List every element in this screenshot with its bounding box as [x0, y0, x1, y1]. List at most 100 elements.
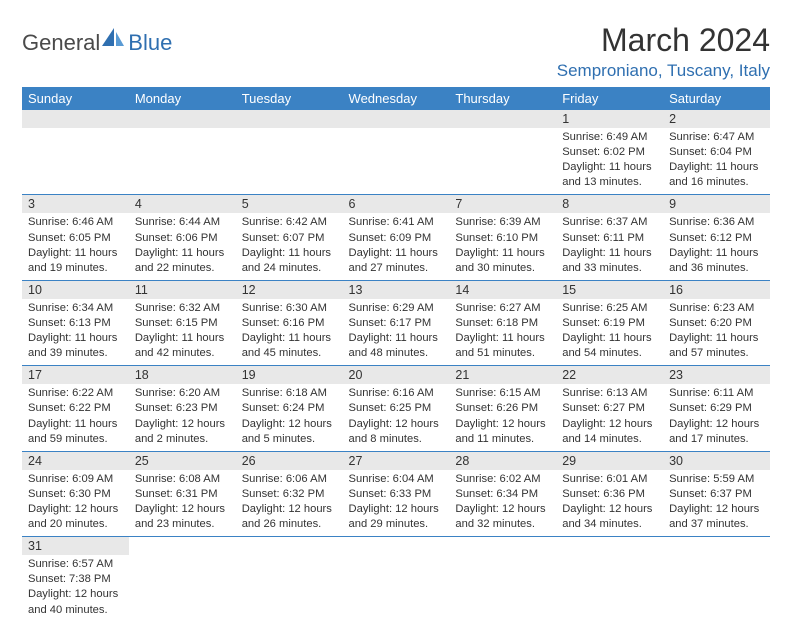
daylight-text: Daylight: 11 hours and 16 minutes. [669, 160, 764, 190]
day-header: Monday [129, 87, 236, 110]
week-number-row: 17181920212223 [22, 366, 770, 385]
day-number-cell [556, 537, 663, 556]
sunset-text: Sunset: 6:06 PM [135, 231, 230, 246]
day-number-cell: 8 [556, 195, 663, 214]
daylight-text: Daylight: 12 hours and 34 minutes. [562, 502, 657, 532]
day-header: Saturday [663, 87, 770, 110]
day-detail-cell: Sunrise: 6:23 AMSunset: 6:20 PMDaylight:… [663, 299, 770, 366]
sunrise-text: Sunrise: 6:42 AM [242, 215, 337, 230]
sunrise-text: Sunrise: 6:20 AM [135, 386, 230, 401]
sunset-text: Sunset: 6:36 PM [562, 487, 657, 502]
sunset-text: Sunset: 6:32 PM [242, 487, 337, 502]
day-header: Tuesday [236, 87, 343, 110]
day-number-cell: 21 [449, 366, 556, 385]
day-number-cell: 17 [22, 366, 129, 385]
day-detail-cell: Sunrise: 6:37 AMSunset: 6:11 PMDaylight:… [556, 213, 663, 280]
day-detail-cell [236, 128, 343, 195]
day-detail-cell: Sunrise: 6:44 AMSunset: 6:06 PMDaylight:… [129, 213, 236, 280]
daylight-text: Daylight: 11 hours and 51 minutes. [455, 331, 550, 361]
sunset-text: Sunset: 6:04 PM [669, 145, 764, 160]
week-detail-row: Sunrise: 6:46 AMSunset: 6:05 PMDaylight:… [22, 213, 770, 280]
sunrise-text: Sunrise: 6:46 AM [28, 215, 123, 230]
sunrise-text: Sunrise: 6:02 AM [455, 472, 550, 487]
daylight-text: Daylight: 11 hours and 13 minutes. [562, 160, 657, 190]
sunset-text: Sunset: 6:26 PM [455, 401, 550, 416]
sunset-text: Sunset: 6:22 PM [28, 401, 123, 416]
day-detail-cell: Sunrise: 6:25 AMSunset: 6:19 PMDaylight:… [556, 299, 663, 366]
week-number-row: 3456789 [22, 195, 770, 214]
day-number-cell: 11 [129, 280, 236, 299]
sunrise-text: Sunrise: 6:34 AM [28, 301, 123, 316]
sunrise-text: Sunrise: 6:37 AM [562, 215, 657, 230]
sunset-text: Sunset: 6:30 PM [28, 487, 123, 502]
sunset-text: Sunset: 6:19 PM [562, 316, 657, 331]
day-number-cell: 9 [663, 195, 770, 214]
sunset-text: Sunset: 6:27 PM [562, 401, 657, 416]
day-detail-cell: Sunrise: 6:02 AMSunset: 6:34 PMDaylight:… [449, 470, 556, 537]
daylight-text: Daylight: 11 hours and 24 minutes. [242, 246, 337, 276]
day-number-cell: 12 [236, 280, 343, 299]
day-detail-cell: Sunrise: 6:32 AMSunset: 6:15 PMDaylight:… [129, 299, 236, 366]
sunset-text: Sunset: 6:11 PM [562, 231, 657, 246]
day-detail-cell: Sunrise: 6:09 AMSunset: 6:30 PMDaylight:… [22, 470, 129, 537]
day-detail-cell: Sunrise: 6:30 AMSunset: 6:16 PMDaylight:… [236, 299, 343, 366]
day-number-cell [343, 110, 450, 128]
day-number-cell: 4 [129, 195, 236, 214]
daylight-text: Daylight: 12 hours and 2 minutes. [135, 417, 230, 447]
sunset-text: Sunset: 6:07 PM [242, 231, 337, 246]
day-detail-cell: Sunrise: 6:15 AMSunset: 6:26 PMDaylight:… [449, 384, 556, 451]
sunrise-text: Sunrise: 5:59 AM [669, 472, 764, 487]
week-number-row: 31 [22, 537, 770, 556]
day-header: Thursday [449, 87, 556, 110]
sunrise-text: Sunrise: 6:11 AM [669, 386, 764, 401]
sunset-text: Sunset: 6:02 PM [562, 145, 657, 160]
day-detail-cell: Sunrise: 6:08 AMSunset: 6:31 PMDaylight:… [129, 470, 236, 537]
week-detail-row: Sunrise: 6:49 AMSunset: 6:02 PMDaylight:… [22, 128, 770, 195]
day-detail-cell: Sunrise: 6:39 AMSunset: 6:10 PMDaylight:… [449, 213, 556, 280]
sunrise-text: Sunrise: 6:36 AM [669, 215, 764, 230]
brand-logo: General Blue [22, 30, 172, 56]
sunset-text: Sunset: 6:17 PM [349, 316, 444, 331]
day-number-cell: 26 [236, 451, 343, 470]
sunrise-text: Sunrise: 6:06 AM [242, 472, 337, 487]
day-number-cell: 15 [556, 280, 663, 299]
daylight-text: Daylight: 11 hours and 33 minutes. [562, 246, 657, 276]
day-number-cell [663, 537, 770, 556]
month-title: March 2024 [557, 22, 770, 59]
day-detail-cell: Sunrise: 6:22 AMSunset: 6:22 PMDaylight:… [22, 384, 129, 451]
daylight-text: Daylight: 12 hours and 5 minutes. [242, 417, 337, 447]
day-detail-cell: Sunrise: 6:49 AMSunset: 6:02 PMDaylight:… [556, 128, 663, 195]
sunrise-text: Sunrise: 6:13 AM [562, 386, 657, 401]
sunrise-text: Sunrise: 6:16 AM [349, 386, 444, 401]
daylight-text: Daylight: 11 hours and 57 minutes. [669, 331, 764, 361]
location-subtitle: Semproniano, Tuscany, Italy [557, 61, 770, 81]
daylight-text: Daylight: 11 hours and 27 minutes. [349, 246, 444, 276]
sunrise-text: Sunrise: 6:39 AM [455, 215, 550, 230]
daylight-text: Daylight: 11 hours and 39 minutes. [28, 331, 123, 361]
day-number-cell: 7 [449, 195, 556, 214]
sunset-text: Sunset: 6:16 PM [242, 316, 337, 331]
daylight-text: Daylight: 11 hours and 22 minutes. [135, 246, 230, 276]
day-detail-cell: Sunrise: 6:47 AMSunset: 6:04 PMDaylight:… [663, 128, 770, 195]
daylight-text: Daylight: 12 hours and 29 minutes. [349, 502, 444, 532]
day-header-row: SundayMondayTuesdayWednesdayThursdayFrid… [22, 87, 770, 110]
day-number-cell: 6 [343, 195, 450, 214]
day-detail-cell: Sunrise: 6:16 AMSunset: 6:25 PMDaylight:… [343, 384, 450, 451]
sunset-text: Sunset: 6:13 PM [28, 316, 123, 331]
day-number-cell [129, 537, 236, 556]
day-number-cell: 3 [22, 195, 129, 214]
day-number-cell: 2 [663, 110, 770, 128]
day-detail-cell [343, 128, 450, 195]
sunset-text: Sunset: 6:18 PM [455, 316, 550, 331]
brand-part2: Blue [128, 30, 172, 56]
sunset-text: Sunset: 6:20 PM [669, 316, 764, 331]
day-number-cell [236, 110, 343, 128]
day-number-cell [449, 110, 556, 128]
brand-sail-icon [100, 26, 126, 53]
day-number-cell [343, 537, 450, 556]
day-detail-cell: Sunrise: 6:06 AMSunset: 6:32 PMDaylight:… [236, 470, 343, 537]
sunrise-text: Sunrise: 6:08 AM [135, 472, 230, 487]
day-number-cell: 22 [556, 366, 663, 385]
day-detail-cell [129, 128, 236, 195]
day-number-cell: 23 [663, 366, 770, 385]
